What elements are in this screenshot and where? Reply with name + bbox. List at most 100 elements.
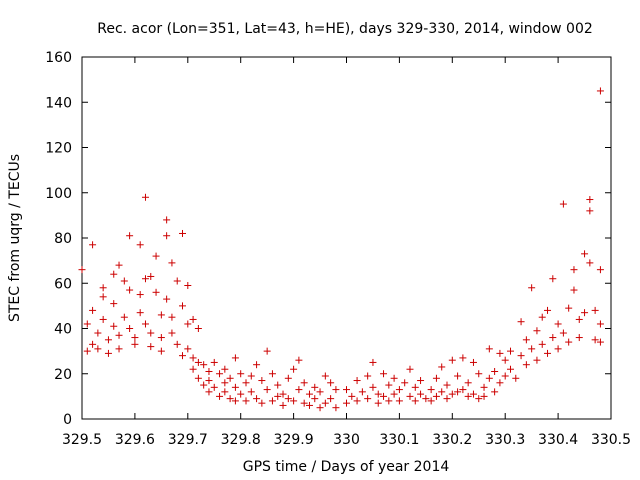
x-tick-label: 329.8	[221, 432, 261, 448]
data-point-marker	[327, 395, 335, 403]
data-point-marker	[554, 345, 562, 353]
y-tick-label: 160	[45, 50, 72, 66]
data-point-marker	[533, 356, 541, 364]
data-point-marker	[533, 327, 541, 335]
data-point-marker	[501, 356, 509, 364]
data-point-marker	[485, 374, 493, 382]
data-point-marker	[210, 383, 218, 391]
data-point-marker	[136, 309, 144, 317]
data-point-marker	[364, 372, 372, 380]
data-point-marker	[194, 358, 202, 366]
data-point-marker	[179, 352, 187, 360]
data-point-marker	[395, 397, 403, 405]
data-point-marker	[501, 372, 509, 380]
data-point-marker	[295, 386, 303, 394]
data-point-marker	[448, 356, 456, 364]
data-point-marker	[475, 370, 483, 378]
x-tick-label: 330.3	[485, 432, 525, 448]
data-point-marker	[94, 329, 102, 337]
data-point-marker	[316, 388, 324, 396]
data-point-marker	[538, 313, 546, 321]
data-point-marker	[78, 266, 86, 274]
data-point-marker	[295, 356, 303, 364]
y-tick-label: 100	[45, 186, 72, 202]
data-point-marker	[448, 390, 456, 398]
data-point-marker	[247, 388, 255, 396]
data-point-marker	[549, 334, 557, 342]
y-tick-label: 140	[45, 95, 72, 111]
data-point-marker	[168, 259, 176, 267]
data-point-marker	[126, 286, 134, 294]
y-tick-label: 60	[54, 276, 72, 292]
data-point-marker	[89, 306, 97, 314]
data-point-marker	[141, 320, 149, 328]
data-point-marker	[163, 232, 171, 240]
x-tick-label: 329.9	[274, 432, 314, 448]
data-point-marker	[131, 334, 139, 342]
data-point-marker	[565, 338, 573, 346]
data-point-marker	[464, 392, 472, 400]
data-point-marker	[141, 193, 149, 201]
data-point-marker	[570, 266, 578, 274]
data-point-marker	[517, 352, 525, 360]
data-point-marker	[147, 329, 155, 337]
data-point-marker	[454, 388, 462, 396]
data-point-marker	[115, 261, 123, 269]
data-point-marker	[263, 386, 271, 394]
data-point-marker	[205, 377, 213, 385]
data-point-marker	[459, 354, 467, 362]
data-point-marker	[83, 347, 91, 355]
data-point-marker	[480, 392, 488, 400]
data-point-marker	[438, 363, 446, 371]
data-point-marker	[200, 381, 208, 389]
y-tick-label: 80	[54, 231, 72, 247]
data-point-marker	[380, 392, 388, 400]
data-point-marker	[189, 315, 197, 323]
data-point-marker	[253, 395, 261, 403]
data-point-marker	[596, 338, 604, 346]
data-point-marker	[305, 401, 313, 409]
data-point-marker	[163, 295, 171, 303]
data-point-marker	[369, 383, 377, 391]
data-point-marker	[226, 374, 234, 382]
data-point-marker	[189, 365, 197, 373]
data-point-marker	[570, 286, 578, 294]
data-point-marker	[184, 320, 192, 328]
data-point-marker	[432, 392, 440, 400]
data-point-marker	[258, 377, 266, 385]
x-tick-label: 329.5	[62, 432, 102, 448]
data-point-marker	[200, 361, 208, 369]
data-point-marker	[469, 390, 477, 398]
data-point-marker	[544, 349, 552, 357]
data-point-marker	[517, 318, 525, 326]
data-point-marker	[565, 304, 573, 312]
data-point-marker	[268, 397, 276, 405]
data-point-marker	[406, 365, 414, 373]
data-point-marker	[115, 331, 123, 339]
data-point-marker	[321, 372, 329, 380]
data-point-marker	[311, 395, 319, 403]
data-point-marker	[290, 397, 298, 405]
data-point-marker	[115, 345, 123, 353]
data-point-marker	[157, 311, 165, 319]
data-point-marker	[581, 309, 589, 317]
data-point-marker	[104, 336, 112, 344]
data-point-marker	[279, 390, 287, 398]
data-point-marker	[469, 358, 477, 366]
data-point-marker	[163, 216, 171, 224]
data-point-marker	[179, 229, 187, 237]
y-axis-label: STEC from uqrg / TECUs	[7, 154, 23, 322]
data-point-marker	[522, 361, 530, 369]
data-point-marker	[126, 232, 134, 240]
data-point-marker	[205, 367, 213, 375]
data-point-marker	[131, 340, 139, 348]
data-point-marker	[147, 272, 155, 280]
data-point-marker	[480, 383, 488, 391]
data-point-marker	[237, 390, 245, 398]
data-point-marker	[406, 392, 414, 400]
data-point-marker	[263, 347, 271, 355]
data-point-marker	[586, 259, 594, 267]
data-point-marker	[242, 397, 250, 405]
data-point-marker	[596, 320, 604, 328]
data-point-marker	[231, 383, 239, 391]
